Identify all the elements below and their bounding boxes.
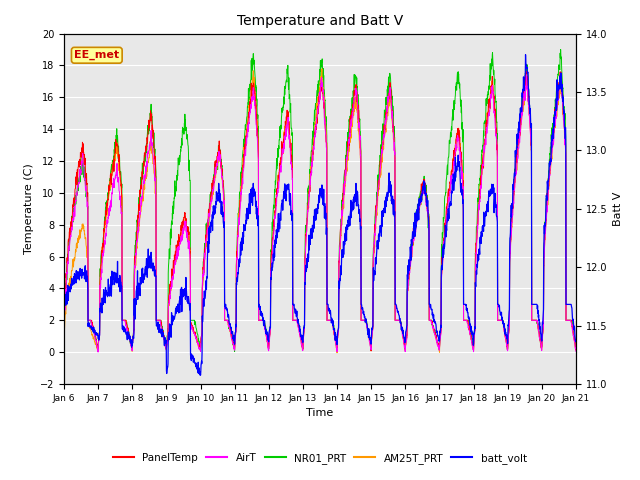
AirT (296, 329, 303, 335)
AM25T_PRT (333, 350, 341, 356)
NR01_PRT (558, 65, 566, 71)
X-axis label: Time: Time (307, 408, 333, 418)
batt_volt (522, 52, 529, 58)
batt_volt (309, 223, 317, 228)
AirT (572, 348, 580, 354)
Y-axis label: Temperature (C): Temperature (C) (24, 163, 35, 254)
AM25T_PRT (309, 145, 317, 151)
AirT (463, 320, 471, 325)
PanelTemp (470, 348, 477, 354)
batt_volt (557, 78, 565, 84)
AM25T_PRT (558, 90, 566, 96)
AirT (523, 72, 531, 78)
batt_volt (296, 323, 303, 329)
NR01_PRT (557, 54, 565, 60)
Title: Temperature and Batt V: Temperature and Batt V (237, 14, 403, 28)
AM25T_PRT (86, 325, 94, 331)
AM25T_PRT (464, 318, 472, 324)
NR01_PRT (60, 344, 68, 349)
PanelTemp (557, 77, 565, 83)
NR01_PRT (296, 326, 303, 332)
AM25T_PRT (60, 345, 68, 351)
PanelTemp (60, 346, 68, 351)
Line: AirT: AirT (64, 75, 576, 355)
NR01_PRT (86, 317, 94, 323)
batt_volt (572, 339, 580, 345)
batt_volt (463, 310, 471, 315)
AirT (557, 89, 565, 95)
NR01_PRT (309, 135, 317, 141)
AirT (60, 352, 68, 358)
AM25T_PRT (296, 329, 303, 335)
PanelTemp (86, 317, 94, 323)
AM25T_PRT (572, 347, 580, 353)
PanelTemp (463, 317, 471, 323)
NR01_PRT (557, 47, 564, 52)
AirT (309, 147, 317, 153)
AirT (86, 317, 94, 323)
Line: AM25T_PRT: AM25T_PRT (64, 69, 576, 353)
Text: EE_met: EE_met (74, 50, 120, 60)
batt_volt (196, 372, 204, 378)
AM25T_PRT (318, 66, 326, 72)
PanelTemp (309, 149, 317, 155)
AM25T_PRT (557, 93, 565, 98)
batt_volt (558, 83, 566, 89)
batt_volt (60, 311, 68, 317)
PanelTemp (296, 327, 303, 333)
Y-axis label: Batt V: Batt V (613, 192, 623, 226)
Line: NR01_PRT: NR01_PRT (64, 49, 576, 351)
NR01_PRT (231, 348, 239, 354)
NR01_PRT (572, 347, 580, 352)
PanelTemp (572, 347, 580, 353)
AirT (557, 83, 565, 88)
Line: PanelTemp: PanelTemp (64, 72, 576, 351)
Line: batt_volt: batt_volt (64, 55, 576, 375)
Legend: PanelTemp, AirT, NR01_PRT, AM25T_PRT, batt_volt: PanelTemp, AirT, NR01_PRT, AM25T_PRT, ba… (109, 449, 531, 468)
batt_volt (86, 324, 94, 330)
PanelTemp (558, 81, 566, 86)
NR01_PRT (463, 317, 471, 323)
PanelTemp (523, 69, 531, 74)
